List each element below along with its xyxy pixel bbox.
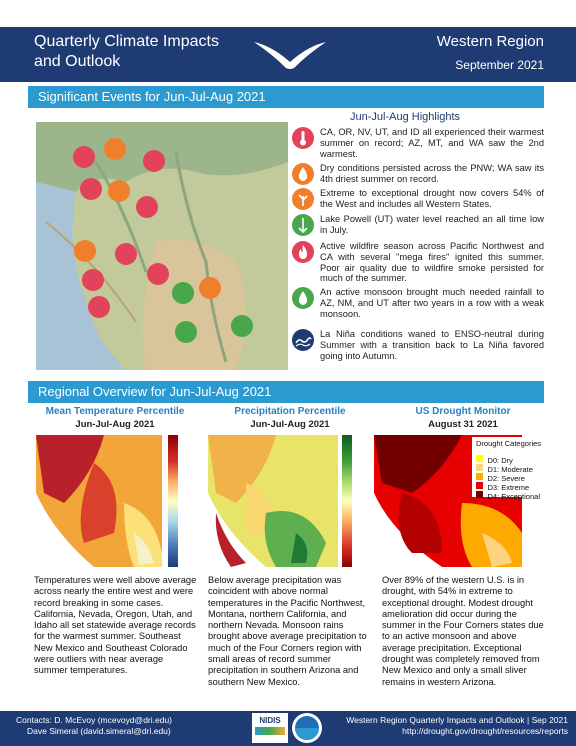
legend-swatch [476,455,483,463]
map-rain-drop-icon [231,315,253,337]
drought-panel-subtitle: August 31 2021 [428,419,498,430]
temperature-legend [168,435,178,567]
fire-icon [292,241,314,263]
legend-item: D2: Severe [476,468,525,486]
legend-label: D3: Extreme [487,483,530,492]
significant-events-header: Significant Events for Jun-Jul-Aug 2021 [28,86,544,108]
nidis-logo: NIDIS [252,713,288,743]
legend-label: D4: Exceptional [487,492,540,501]
nidis-logo-bar [255,727,285,735]
legend-label: D2: Severe [487,474,525,483]
region-name: Western Region [436,33,544,50]
title-line-2: and Outlook [34,53,121,70]
map-fire-icon [73,146,95,168]
legend-swatch [476,491,483,499]
highlight-text: CA, OR, NV, UT, and ID all experienced t… [320,127,544,159]
western-us-map [36,122,288,370]
map-fire-icon [88,296,110,318]
highlights-title: Jun-Jul-Aug Highlights [350,111,461,123]
legend-label: D1: Moderate [487,465,533,474]
legend-swatch [476,482,483,490]
map-water-level-icon [172,282,194,304]
highlight-text: Extreme to exceptional drought now cover… [320,188,544,209]
highlight-text: La Niña conditions waned to ENSO-neutral… [320,329,544,361]
report-date: September 2021 [455,58,544,72]
map-fire-icon [143,150,165,172]
wave-icon [292,329,314,351]
legend-item: D1: Moderate [476,459,533,477]
highlight-text: Active wildfire season across Pacific No… [320,241,544,284]
map-fire-icon [82,269,104,291]
highlight-text: Dry conditions persisted across the PNW;… [320,163,544,184]
map-thermometer-icon [147,263,169,285]
footer-report-url[interactable]: http://drought.gov/drought/resources/rep… [402,726,568,736]
noaa-logo-icon [292,713,322,743]
highlight-text: An active monsoon brought much needed ra… [320,287,544,319]
precipitation-legend [342,435,352,567]
legend-item: D3: Extreme [476,477,529,495]
highlight-text: Lake Powell (UT) water level reached an … [320,214,544,235]
map-dry-icon [108,180,130,202]
precipitation-panel-title: Precipitation Percentile [234,406,346,417]
map-thermometer-icon [80,178,102,200]
temperature-panel-subtitle: Jun-Jul-Aug 2021 [75,419,155,430]
page-title: Quarterly Climate Impacts and Outlook [34,32,254,72]
map-thermometer-icon [136,196,158,218]
drought-panel-title: US Drought Monitor [415,406,511,417]
footer-contact-1: Contacts: D. McEvoy (mcevoyd@dri.edu) [16,715,173,725]
map-thermometer-icon [115,243,137,265]
nidis-logo-text: NIDIS [259,716,281,725]
dry-icon [292,163,314,185]
temperature-percentile-map [34,433,198,571]
title-line-1: Quarterly Climate Impacts [34,33,219,50]
footer-report-title: Western Region Quarterly Impacts and Out… [346,715,568,725]
precipitation-percentile-map [206,433,374,571]
thermometer-icon [292,127,314,149]
drought-legend: Drought Categories D0: Dry D1: Moderate … [472,437,548,501]
footer [0,711,576,746]
footer-contact-2: Dave Simeral (david.simeral@dri.edu) [27,726,171,736]
legend-label: D0: Dry [487,456,513,465]
legend-item: D0: Dry [476,450,513,468]
legend-swatch [476,473,483,481]
temperature-description: Temperatures were well above average acr… [34,575,197,676]
regional-overview-header: Regional Overview for Jun-Jul-Aug 2021 [28,381,544,403]
rain-drop-icon [292,287,314,309]
precipitation-description: Below average precipitation was coincide… [208,575,367,687]
bird-logo-icon [254,42,326,69]
map-rain-drop-icon [175,321,197,343]
drought-monitor-map: Drought Categories D0: Dry D1: Moderate … [372,433,548,571]
legend-swatch [476,464,483,472]
map-drought-icon [199,277,221,299]
drought-description: Over 89% of the western U.S. is in droug… [382,575,544,687]
water-level-icon [292,214,314,236]
header-band [0,27,576,82]
precipitation-panel-subtitle: Jun-Jul-Aug 2021 [250,419,330,430]
map-drought-icon [74,240,96,262]
drought-icon [292,188,314,210]
drought-legend-title: Drought Categories [476,439,542,448]
map-dry-icon [104,138,126,160]
temperature-panel-title: Mean Temperature Percentile [45,406,185,417]
legend-item: D4: Exceptional [476,486,540,504]
